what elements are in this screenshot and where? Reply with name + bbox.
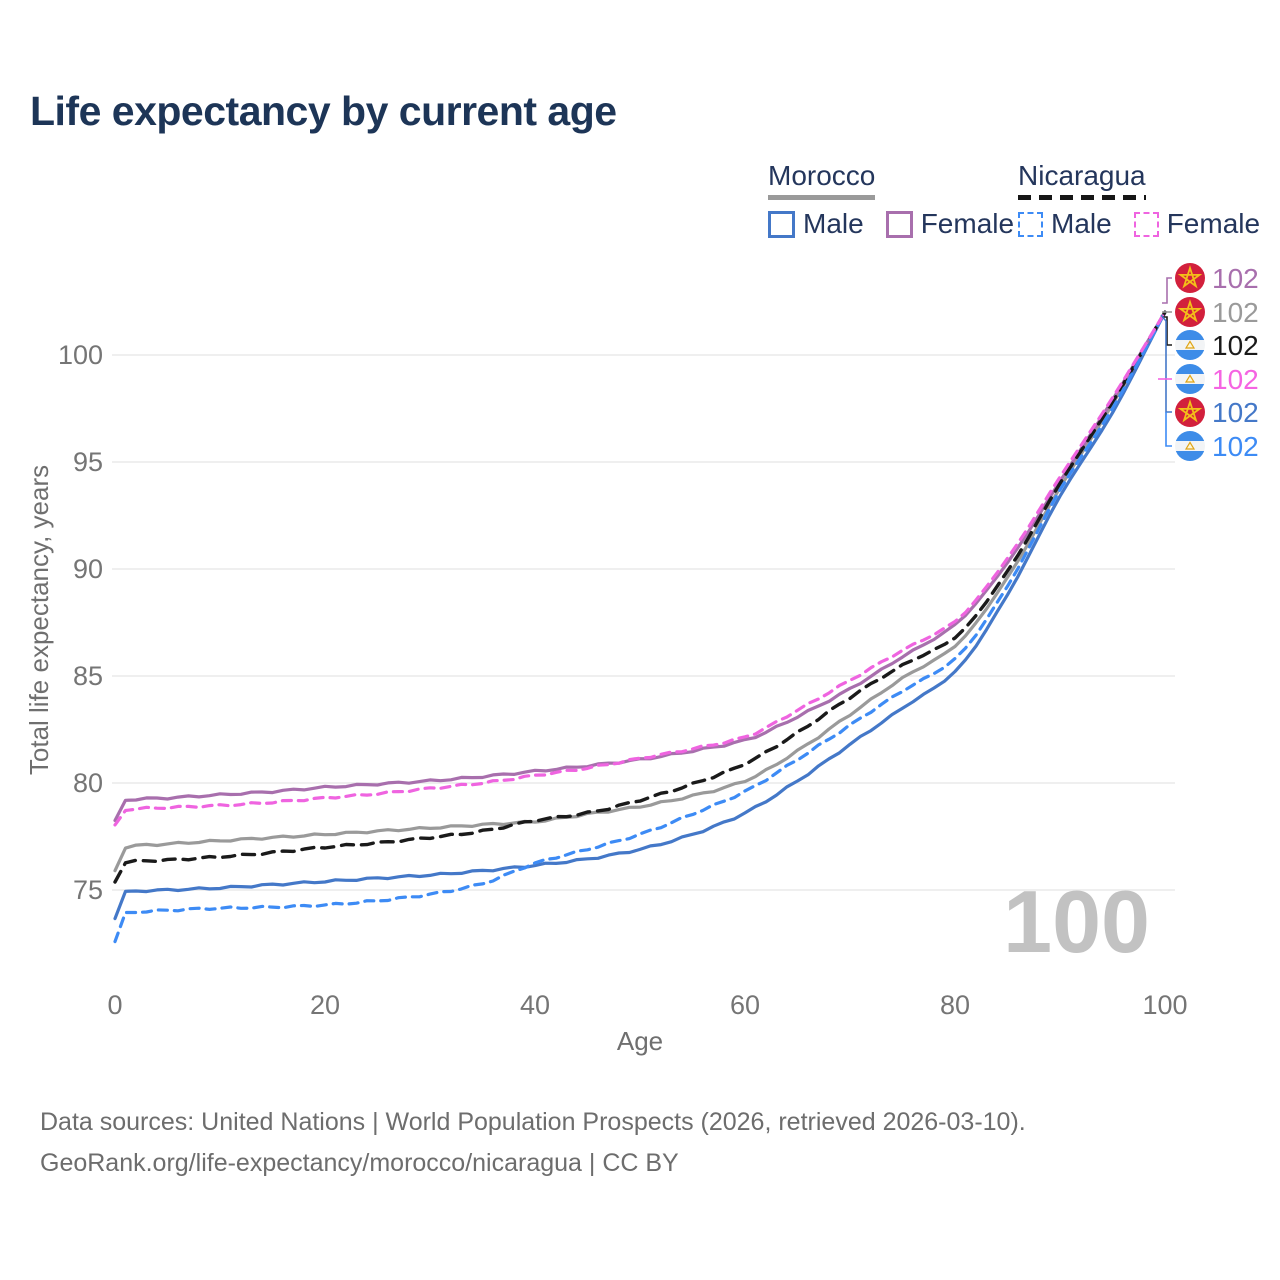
y-tick-label: 90 — [73, 554, 103, 584]
morocco-flag-icon — [1175, 263, 1205, 293]
end-value-label: 102 — [1212, 431, 1259, 462]
legend-country-nicaragua-label: Nicaragua — [1018, 160, 1146, 191]
x-tick-label: 20 — [310, 990, 340, 1020]
morocco-male-swatch-icon — [768, 210, 795, 238]
legend-country-morocco-label: Morocco — [768, 160, 876, 191]
footer-attribution: GeoRank.org/life-expectancy/morocco/nica… — [40, 1149, 679, 1177]
legend-label: Male — [803, 208, 864, 239]
age-watermark: 100 — [1003, 872, 1150, 971]
y-tick-label: 75 — [73, 875, 103, 905]
x-tick-label: 60 — [730, 990, 760, 1020]
end-label-connector — [1162, 277, 1172, 304]
legend-group-morocco: Morocco Male Female — [768, 160, 1036, 240]
footer-data-sources: Data sources: United Nations | World Pop… — [40, 1108, 1026, 1136]
legend-item-nicaragua-male[interactable]: Male — [1018, 208, 1112, 240]
y-axis-title: Total life expectancy, years — [24, 465, 54, 775]
end-label-connector — [1165, 412, 1172, 447]
y-tick-label: 80 — [73, 768, 103, 798]
x-tick-label: 40 — [520, 990, 550, 1020]
morocco-linestyle-swatch — [768, 195, 876, 200]
legend-item-nicaragua-female[interactable]: Female — [1133, 208, 1261, 240]
end-value-label: 102 — [1212, 397, 1259, 428]
y-tick-label: 85 — [73, 661, 103, 691]
nicaragua-flag-icon — [1175, 431, 1205, 461]
morocco-flag-icon — [1175, 297, 1205, 327]
nicaragua-female-swatch-icon — [1133, 211, 1159, 237]
series-morocco-male — [113, 310, 1167, 921]
series-nicaragua-male — [113, 310, 1167, 944]
end-value-label: 102 — [1212, 263, 1259, 294]
legend-country-morocco: Morocco — [768, 160, 876, 200]
legend-group-nicaragua: Nicaragua Male Female — [1018, 160, 1280, 240]
legend-label: Female — [1166, 208, 1261, 239]
nicaragua-linestyle-swatch — [1018, 195, 1146, 200]
end-label-connector — [1162, 316, 1172, 346]
end-value-label: 102 — [1212, 297, 1259, 328]
end-value-label: 102 — [1212, 330, 1259, 361]
nicaragua-male-swatch-icon — [1018, 211, 1043, 237]
x-tick-label: 100 — [1142, 990, 1187, 1020]
y-tick-label: 100 — [58, 340, 103, 370]
legend-item-morocco-female[interactable]: Female — [885, 208, 1015, 240]
series-nicaragua-both — [113, 310, 1167, 884]
footer: Data sources: United Nations | World Pop… — [40, 1102, 1026, 1184]
x-tick-label: 80 — [940, 990, 970, 1020]
end-value-label: 102 — [1212, 364, 1259, 395]
series-morocco-female — [113, 310, 1167, 823]
morocco-flag-icon — [1175, 397, 1205, 427]
nicaragua-flag-icon — [1175, 330, 1205, 360]
y-tick-label: 95 — [73, 447, 103, 477]
legend-item-morocco-male[interactable]: Male — [768, 208, 864, 240]
legend-country-nicaragua: Nicaragua — [1018, 160, 1146, 200]
legend-label: Female — [920, 208, 1015, 239]
nicaragua-flag-icon — [1175, 364, 1205, 394]
page-title: Life expectancy by current age — [30, 88, 617, 134]
end-label-connector — [1160, 314, 1172, 413]
x-tick-label: 0 — [107, 990, 122, 1020]
series-morocco-both — [113, 310, 1167, 873]
x-axis-title: Age — [617, 1026, 663, 1056]
series-nicaragua-female — [113, 310, 1167, 827]
morocco-female-swatch-icon — [885, 210, 913, 238]
legend-label: Male — [1051, 208, 1112, 239]
